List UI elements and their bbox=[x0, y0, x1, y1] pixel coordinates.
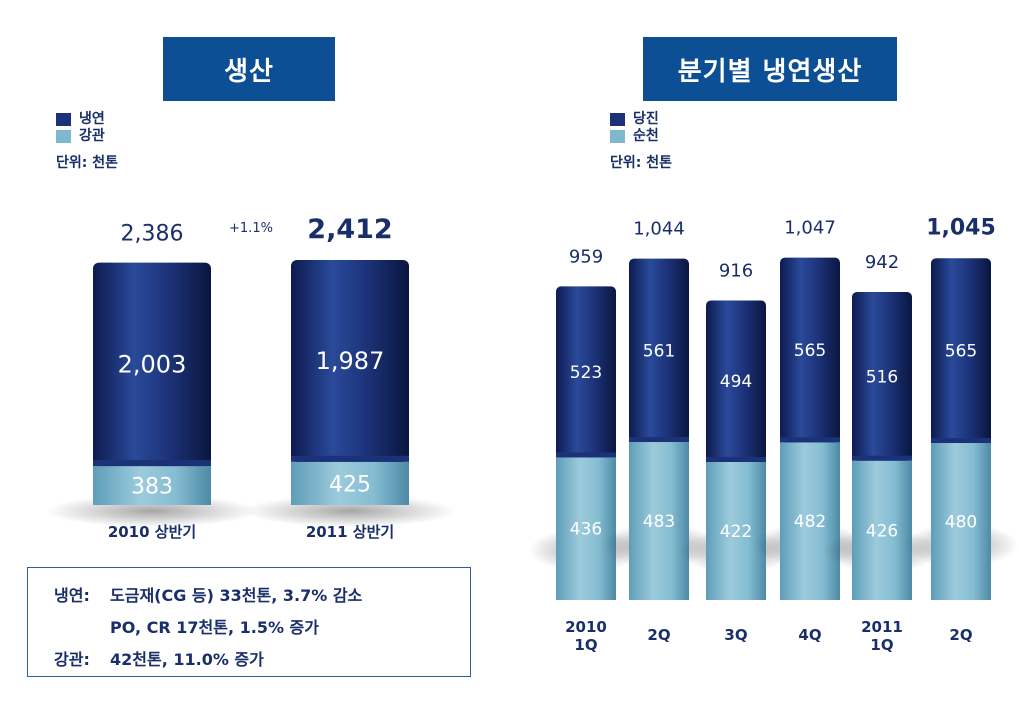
legend-item-cold-rolled: 냉연 bbox=[56, 111, 105, 128]
legend-swatch-dark bbox=[56, 113, 71, 126]
data-label-suncheon: 422 bbox=[720, 522, 752, 542]
category-label: 2010 상반기 bbox=[108, 523, 196, 541]
category-label-quarter: 1Q bbox=[574, 636, 597, 654]
bar-segment-suncheon bbox=[780, 442, 840, 600]
legend-label: 냉연 bbox=[79, 111, 105, 127]
bar-segment-joint bbox=[93, 460, 211, 467]
bar-segment-joint bbox=[556, 452, 616, 458]
bar-segment-joint bbox=[706, 457, 766, 463]
data-label-suncheon: 480 bbox=[945, 513, 977, 533]
note-label-cold-rolled: 냉연: bbox=[54, 586, 90, 605]
bar-segment-cold-rolled bbox=[291, 259, 409, 462]
left-bar-chart: 2,003 383 2,386 2010 상반기 1,987 425 2,412 2011 상… bbox=[45, 214, 457, 541]
data-label-suncheon: 426 bbox=[866, 521, 898, 541]
note-text-line3: 42천톤, 11.0% 증가 bbox=[110, 650, 264, 669]
note-text-line2: PO, CR 17천톤, 1.5% 증가 bbox=[110, 618, 319, 637]
bar-segment-dangjin bbox=[629, 258, 689, 443]
total-label: 1,044 bbox=[633, 219, 685, 240]
total-label: 2,386 bbox=[121, 222, 184, 247]
data-label-cold-rolled: 2,003 bbox=[118, 350, 187, 378]
total-label: 916 bbox=[719, 260, 753, 281]
bar-segment-dangjin bbox=[931, 258, 991, 444]
data-label-cold-rolled: 1,987 bbox=[316, 347, 385, 375]
category-label-quarter: 1Q bbox=[870, 636, 893, 654]
bar-segment-dangjin bbox=[556, 286, 616, 458]
data-label-suncheon: 436 bbox=[570, 520, 602, 540]
data-label-dangjin: 516 bbox=[866, 367, 898, 387]
data-label-dangjin: 565 bbox=[945, 342, 977, 362]
note-label-steel-pipe: 강관: bbox=[54, 650, 90, 669]
bar-segment-joint bbox=[931, 438, 991, 444]
category-label-year: 2010 bbox=[565, 618, 607, 636]
data-label-dangjin: 523 bbox=[570, 363, 602, 383]
note-text-line1: 도금재(CG 등) 33천톤, 3.7% 감소 bbox=[110, 586, 363, 605]
bar-segment-joint bbox=[629, 437, 689, 443]
bar-segment-cold-rolled bbox=[93, 262, 211, 467]
category-label-quarter: 4Q bbox=[798, 626, 821, 644]
total-label: 959 bbox=[569, 246, 603, 267]
data-label-suncheon: 482 bbox=[794, 512, 826, 532]
data-label-dangjin: 494 bbox=[720, 372, 752, 392]
left-unit-label: 단위: 천톤 bbox=[56, 155, 118, 171]
bar-segment-dangjin bbox=[852, 291, 912, 461]
legend-label: 강관 bbox=[79, 128, 105, 144]
legend-swatch-dark bbox=[610, 113, 625, 126]
total-label: 1,045 bbox=[926, 215, 996, 240]
data-label-steel-pipe: 383 bbox=[131, 475, 173, 500]
data-label-dangjin: 561 bbox=[643, 341, 675, 361]
legend-item-dangjin: 당진 bbox=[610, 111, 659, 128]
category-label: 2011 상반기 bbox=[306, 523, 394, 541]
legend-label: 순천 bbox=[633, 128, 659, 144]
left-legend: 냉연 강관 bbox=[56, 111, 105, 145]
total-label: 942 bbox=[865, 252, 899, 273]
bar-segment-dangjin bbox=[706, 300, 766, 463]
right-legend: 당진 순천 bbox=[610, 111, 659, 145]
right-unit-label: 단위: 천톤 bbox=[610, 155, 672, 171]
category-label-quarter: 3Q bbox=[724, 626, 747, 644]
right-bar-chart: 52343695920101Q5614831,0442Q4944229163Q5… bbox=[529, 215, 1018, 654]
data-label-steel-pipe: 425 bbox=[329, 472, 371, 497]
bar-segment-suncheon bbox=[629, 442, 689, 600]
bar-segment-suncheon bbox=[556, 457, 616, 600]
right-chart-title: 분기별 냉연생산 bbox=[643, 37, 897, 101]
category-label-quarter: 2Q bbox=[647, 626, 670, 644]
bar-segment-suncheon bbox=[852, 460, 912, 600]
data-label-dangjin: 565 bbox=[794, 341, 826, 361]
bar-segment-joint bbox=[852, 455, 912, 461]
bar-segment-steel-pipe bbox=[291, 461, 409, 505]
bar-segment-dangjin bbox=[780, 257, 840, 443]
bar-segment-suncheon bbox=[931, 443, 991, 600]
bar-segment-suncheon bbox=[706, 462, 766, 600]
data-label-suncheon: 483 bbox=[643, 512, 675, 532]
legend-swatch-light bbox=[56, 130, 71, 143]
bar-segment-steel-pipe bbox=[93, 466, 211, 505]
bar-segment-joint bbox=[291, 455, 409, 462]
legend-swatch-light bbox=[610, 130, 625, 143]
legend-item-suncheon: 순천 bbox=[610, 128, 659, 145]
left-chart-title: 생산 bbox=[163, 37, 335, 101]
legend-label: 당진 bbox=[633, 111, 659, 127]
bar-segment-joint bbox=[780, 437, 840, 443]
notes-box: 냉연: 도금재(CG 등) 33천톤, 3.7% 감소 PO, CR 17천톤,… bbox=[27, 567, 471, 677]
growth-rate-label: +1.1% bbox=[229, 221, 273, 236]
category-label-year: 2011 bbox=[861, 618, 903, 636]
legend-item-steel-pipe: 강관 bbox=[56, 128, 105, 145]
total-label: 1,047 bbox=[784, 218, 836, 239]
category-label-quarter: 2Q bbox=[949, 626, 972, 644]
total-label: 2,412 bbox=[307, 214, 392, 245]
